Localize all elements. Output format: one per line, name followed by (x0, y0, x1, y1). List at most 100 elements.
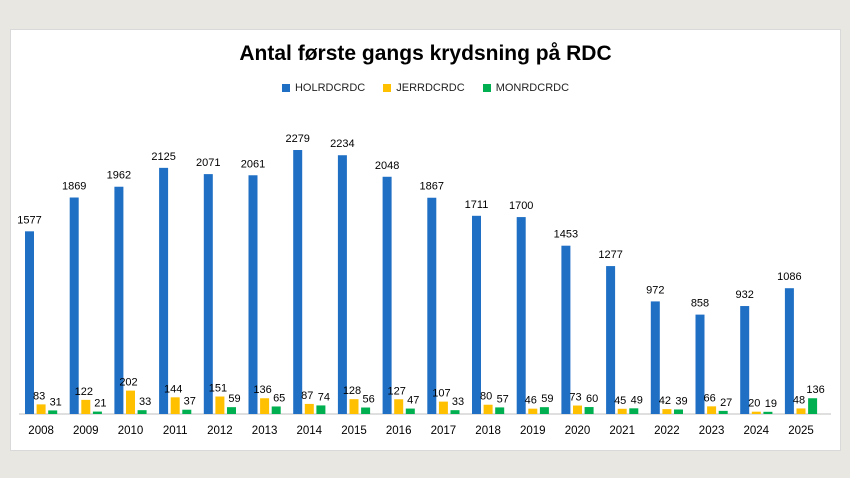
data-label: 932 (736, 289, 754, 301)
legend-swatch (281, 84, 290, 92)
data-label: 66 (703, 392, 715, 404)
bar-monrdcrdc-2014 (316, 405, 326, 414)
data-label: 31 (50, 396, 62, 408)
data-label: 2071 (196, 157, 220, 169)
x-tick-label: 2013 (252, 425, 278, 437)
legend-label: HOLRDCRDC (294, 82, 366, 94)
chart-card: Antal første gangs krydsning på RDC HOLR… (10, 29, 841, 451)
data-label: 2125 (151, 151, 175, 163)
data-label: 858 (691, 298, 709, 310)
bar-holrdcrdc-2022 (650, 301, 660, 414)
data-label: 128 (343, 385, 361, 397)
x-tick-label: 2017 (431, 425, 457, 437)
bar-jerrdcrdc-2025 (796, 408, 806, 414)
x-tick-label: 2012 (207, 425, 233, 437)
bar-holrdcrdc-2024 (740, 306, 750, 414)
legend-label: MONRDCRDC (495, 82, 570, 94)
bar-holrdcrdc-2012 (203, 174, 213, 414)
data-label: 2048 (375, 160, 399, 172)
data-label: 39 (675, 395, 687, 407)
data-label: 127 (388, 385, 406, 397)
x-tick-label: 2009 (73, 425, 99, 437)
bar-holrdcrdc-2008 (25, 231, 34, 414)
data-label: 27 (720, 397, 732, 409)
data-label: 37 (184, 396, 196, 408)
legend-item-monrdcrdc: MONRDCRDC (482, 82, 570, 94)
data-label: 60 (586, 393, 598, 405)
bar-monrdcrdc-2011 (182, 409, 192, 414)
bar-monrdcrdc-2021 (629, 408, 639, 414)
bar-holrdcrdc-2016 (382, 176, 392, 414)
data-label: 2061 (241, 158, 265, 170)
data-label: 1577 (17, 214, 41, 226)
data-label: 48 (793, 394, 805, 406)
bar-monrdcrdc-2025 (808, 398, 818, 414)
data-label: 33 (139, 396, 151, 408)
data-label: 136 (253, 384, 271, 396)
data-label: 122 (75, 386, 93, 398)
bar-jerrdcrdc-2008 (36, 404, 46, 414)
x-tick-label: 2018 (475, 425, 501, 437)
bar-jerrdcrdc-2011 (170, 397, 180, 414)
x-tick-label: 2025 (788, 425, 814, 437)
bar-jerrdcrdc-2017 (438, 401, 448, 414)
x-tick-label: 2019 (520, 425, 546, 437)
data-label: 45 (614, 395, 626, 407)
data-label: 56 (362, 394, 374, 406)
bar-monrdcrdc-2022 (674, 409, 683, 414)
bar-holrdcrdc-2010 (114, 186, 124, 414)
x-tick-label: 2016 (386, 425, 412, 437)
bar-jerrdcrdc-2020 (573, 405, 582, 414)
bar-monrdcrdc-2009 (92, 411, 102, 414)
bar-monrdcrdc-2017 (450, 410, 460, 414)
data-label: 80 (480, 391, 492, 403)
data-label: 57 (497, 393, 509, 405)
bar-jerrdcrdc-2016 (394, 399, 404, 414)
bar-monrdcrdc-2008 (48, 410, 58, 414)
legend: HOLRDCRDC JERRDCRDC MONRDCRDC (11, 82, 840, 94)
bar-monrdcrdc-2010 (137, 410, 147, 414)
bar-jerrdcrdc-2018 (483, 404, 493, 414)
bar-monrdcrdc-2024 (763, 411, 773, 414)
data-label: 1869 (62, 181, 86, 193)
bar-jerrdcrdc-2019 (528, 408, 538, 414)
bar-holrdcrdc-2023 (695, 314, 705, 414)
data-label: 42 (659, 395, 671, 407)
bar-jerrdcrdc-2023 (707, 406, 717, 414)
bar-jerrdcrdc-2024 (751, 411, 761, 414)
x-tick-label: 2015 (341, 425, 367, 437)
x-tick-label: 2014 (297, 425, 323, 437)
x-tick-label: 2008 (28, 425, 54, 437)
legend-item-holrdcrdc: HOLRDCRDC (281, 82, 366, 94)
data-label: 1867 (420, 181, 444, 193)
x-tick-label: 2020 (565, 425, 591, 437)
data-label: 59 (541, 393, 553, 405)
legend-label: JERRDCRDC (396, 82, 465, 94)
bar-monrdcrdc-2019 (539, 407, 549, 414)
bar-holrdcrdc-2020 (561, 245, 571, 414)
data-label: 2234 (330, 138, 354, 150)
data-label: 74 (318, 391, 330, 403)
bar-monrdcrdc-2020 (584, 407, 594, 414)
data-label: 1962 (107, 170, 131, 182)
bar-holrdcrdc-2019 (516, 217, 526, 414)
data-label: 73 (569, 392, 581, 404)
bar-jerrdcrdc-2012 (215, 396, 225, 414)
bar-monrdcrdc-2016 (405, 408, 415, 414)
legend-swatch (482, 84, 491, 92)
bar-holrdcrdc-2009 (69, 197, 79, 414)
data-label: 2279 (285, 133, 309, 145)
data-label: 83 (33, 390, 45, 402)
bar-jerrdcrdc-2014 (304, 403, 314, 414)
data-label: 47 (407, 395, 419, 407)
bar-monrdcrdc-2015 (361, 407, 371, 414)
bar-holrdcrdc-2025 (784, 288, 794, 414)
bar-jerrdcrdc-2013 (260, 398, 270, 414)
bar-holrdcrdc-2017 (427, 197, 437, 414)
data-label: 144 (164, 383, 182, 395)
data-label: 136 (806, 384, 824, 396)
data-label: 1453 (554, 229, 578, 241)
bar-holrdcrdc-2014 (293, 150, 303, 414)
bar-holrdcrdc-2021 (606, 266, 616, 414)
bar-jerrdcrdc-2015 (349, 399, 359, 414)
